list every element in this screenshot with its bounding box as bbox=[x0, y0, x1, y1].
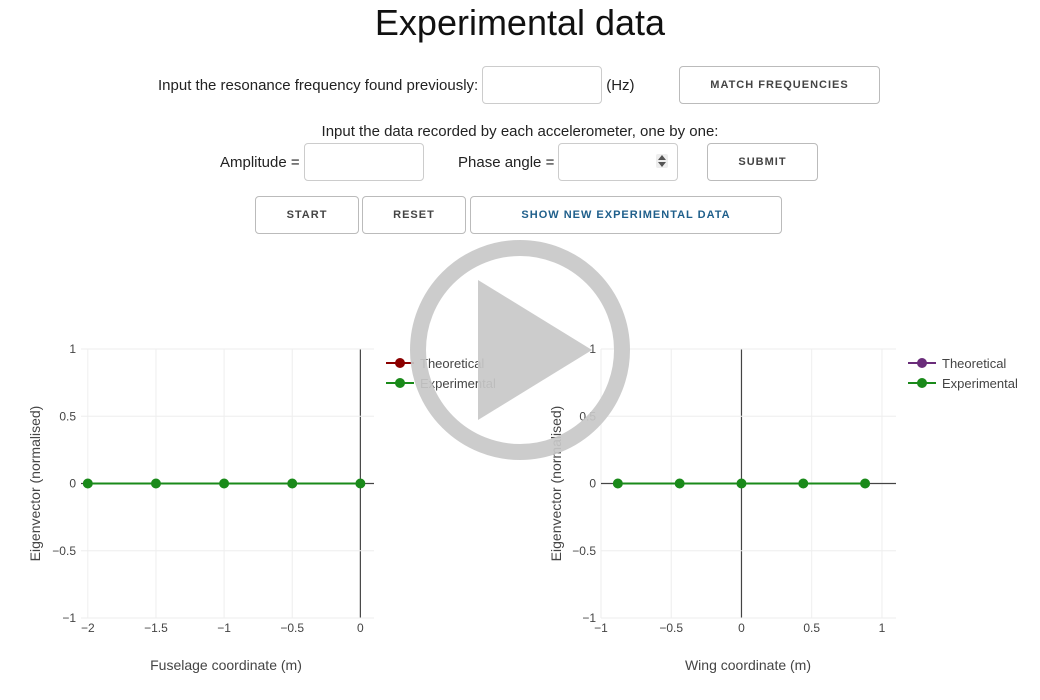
x-axis-title: Wing coordinate (m) bbox=[685, 657, 811, 673]
legend-marker bbox=[917, 358, 927, 368]
y-tick-label: 0.5 bbox=[59, 409, 76, 423]
data-point-experimental bbox=[150, 478, 161, 489]
start-button[interactable]: START bbox=[255, 196, 359, 234]
y-tick-label: 1 bbox=[589, 342, 596, 356]
reset-button[interactable]: RESET bbox=[362, 196, 466, 234]
show-new-experimental-data-button[interactable]: SHOW NEW EXPERIMENTAL DATA bbox=[470, 196, 782, 234]
data-point-experimental bbox=[219, 478, 230, 489]
x-tick-label: 0 bbox=[357, 621, 364, 635]
x-tick-label: 0.5 bbox=[803, 621, 820, 635]
y-axis-title: Eigenvector (normalised) bbox=[548, 406, 564, 562]
x-tick-label: −1 bbox=[217, 621, 231, 635]
legend-marker bbox=[917, 378, 927, 388]
amplitude-input[interactable] bbox=[303, 143, 424, 181]
amplitude-row: Amplitude = bbox=[220, 143, 424, 181]
x-tick-label: 1 bbox=[879, 621, 886, 635]
number-spinner-icon[interactable] bbox=[656, 154, 669, 168]
y-tick-label: 0 bbox=[69, 477, 76, 491]
y-tick-label: 0 bbox=[589, 477, 596, 491]
page-title: Experimental data bbox=[374, 2, 666, 43]
resonance-row: Input the resonance frequency found prev… bbox=[158, 66, 635, 104]
x-tick-label: −1.5 bbox=[144, 621, 168, 635]
y-tick-label: −1 bbox=[62, 611, 76, 625]
data-point-experimental bbox=[287, 478, 298, 489]
x-tick-label: −0.5 bbox=[280, 621, 304, 635]
y-tick-label: 1 bbox=[69, 342, 76, 356]
phase-angle-label: Phase angle = bbox=[458, 153, 555, 171]
phase-row: Phase angle = bbox=[458, 143, 679, 181]
x-tick-label: 0 bbox=[738, 621, 745, 635]
y-axis-title: Eigenvector (normalised) bbox=[27, 406, 43, 562]
y-tick-label: −0.5 bbox=[572, 544, 596, 558]
legend-marker bbox=[395, 358, 405, 368]
match-frequencies-button[interactable]: MATCH FREQUENCIES bbox=[679, 66, 880, 104]
x-tick-label: −2 bbox=[81, 621, 95, 635]
resonance-label: Input the resonance frequency found prev… bbox=[158, 76, 479, 94]
y-tick-label: 0.5 bbox=[579, 409, 596, 423]
resonance-frequency-input[interactable] bbox=[482, 66, 603, 104]
hz-unit-label: (Hz) bbox=[606, 76, 635, 94]
legend-label: Experimental bbox=[420, 376, 496, 391]
accelerometer-instruction: Input the data recorded by each accelero… bbox=[321, 123, 719, 140]
x-tick-label: −0.5 bbox=[659, 621, 683, 635]
submit-button[interactable]: SUBMIT bbox=[707, 143, 818, 181]
y-tick-label: −1 bbox=[582, 611, 596, 625]
x-tick-label: −1 bbox=[594, 621, 608, 635]
phase-angle-field bbox=[558, 143, 679, 181]
legend-marker bbox=[395, 378, 405, 388]
data-point-experimental bbox=[736, 478, 747, 489]
legend-label: Theoretical bbox=[420, 356, 484, 371]
legend-label: Theoretical bbox=[942, 356, 1006, 371]
x-axis-title: Fuselage coordinate (m) bbox=[150, 657, 302, 673]
data-point-experimental bbox=[674, 478, 685, 489]
data-point-experimental bbox=[82, 478, 93, 489]
data-point-experimental bbox=[355, 478, 366, 489]
legend-label: Experimental bbox=[942, 376, 1018, 391]
data-point-experimental bbox=[860, 478, 871, 489]
y-tick-label: −0.5 bbox=[52, 544, 76, 558]
amplitude-label: Amplitude = bbox=[220, 153, 300, 171]
data-point-experimental bbox=[798, 478, 809, 489]
data-point-experimental bbox=[612, 478, 623, 489]
